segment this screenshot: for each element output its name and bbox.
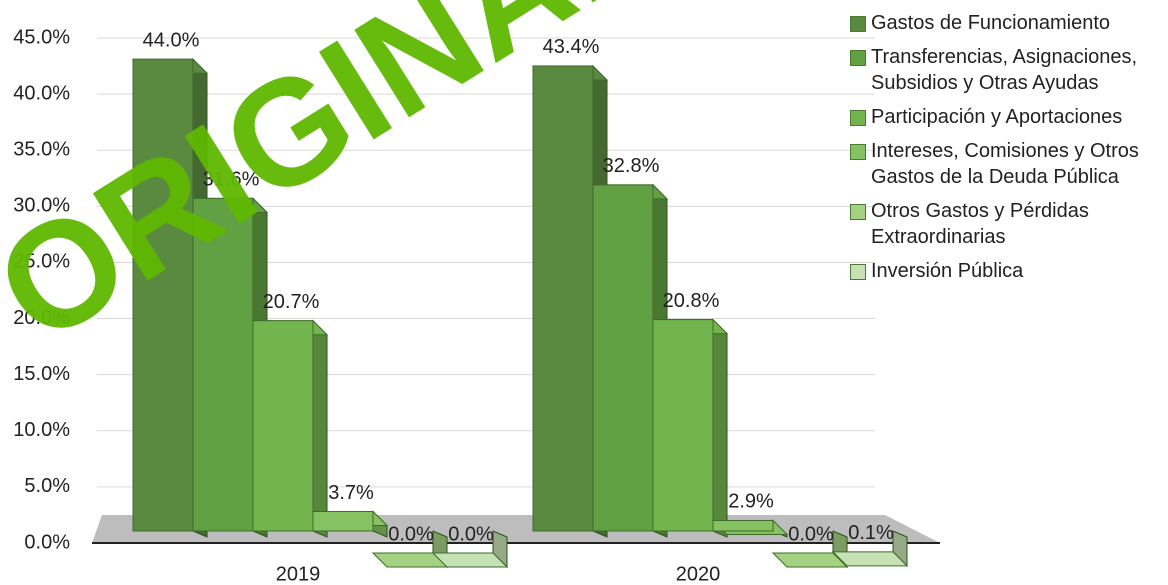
- data-label: 20.8%: [663, 290, 720, 312]
- legend-swatch: [850, 110, 866, 126]
- data-label: 0.0%: [788, 523, 834, 545]
- legend-label: Participación y Aportaciones: [871, 106, 1123, 128]
- data-label: 0.0%: [448, 523, 494, 545]
- y-tick-label: 20.0%: [13, 307, 70, 329]
- bar-side: [312, 319, 328, 538]
- legend-label: Transferencias, Asignaciones, Subsidios …: [871, 46, 1138, 94]
- legend-swatch: [850, 144, 866, 160]
- legend-label: Otros Gastos y Pérdidas Extraordinarias: [871, 200, 1089, 248]
- y-tick-label: 35.0%: [13, 139, 70, 161]
- data-label: 3.7%: [328, 482, 374, 504]
- legend-label: Intereses, Comisiones y Otros Gastos de …: [871, 140, 1139, 188]
- y-tick-label: 25.0%: [13, 251, 70, 273]
- data-label: 0.0%: [388, 523, 434, 545]
- bar: [191, 197, 269, 538]
- legend: Gastos de Funcionamiento Transferencias, …: [850, 10, 1165, 292]
- data-label: 20.7%: [263, 291, 320, 313]
- x-tick-label: 2019: [276, 563, 321, 585]
- bar-front: [592, 184, 654, 532]
- bar: [831, 530, 909, 568]
- bar-front: [252, 320, 314, 532]
- bar: [431, 530, 509, 569]
- y-tick-label: 0.0%: [24, 531, 70, 553]
- bar-top: [831, 551, 909, 567]
- legend-label: Inversión Pública: [871, 260, 1024, 282]
- y-tick-label: 45.0%: [13, 26, 70, 48]
- data-label: 44.0%: [143, 30, 200, 52]
- y-tick-label: 30.0%: [13, 195, 70, 217]
- y-tick-label: 15.0%: [13, 363, 70, 385]
- legend-swatch: [850, 204, 866, 220]
- bar: [311, 510, 389, 538]
- x-tick-label: 2020: [676, 563, 721, 585]
- bar-front: [652, 319, 714, 532]
- data-label: 2.9%: [728, 491, 774, 513]
- legend-item: Otros Gastos y Pérdidas Extraordinarias: [850, 198, 1165, 250]
- legend-item: Participación y Aportaciones: [850, 104, 1165, 130]
- y-tick-label: 5.0%: [24, 475, 70, 497]
- legend-swatch: [850, 50, 866, 66]
- y-tick-label: 10.0%: [13, 419, 70, 441]
- bar-front: [312, 510, 374, 532]
- bar: [711, 519, 789, 538]
- legend-item: Gastos de Funcionamiento: [850, 10, 1165, 36]
- y-tick-label: 40.0%: [13, 82, 70, 104]
- bar-top: [771, 552, 849, 568]
- bar: [651, 318, 729, 538]
- bar-top: [431, 552, 509, 568]
- bar-front: [192, 197, 254, 532]
- bar-front: [712, 519, 774, 532]
- legend-label: Gastos de Funcionamiento: [871, 12, 1111, 34]
- legend-item: Transferencias, Asignaciones, Subsidios …: [850, 44, 1165, 96]
- data-label: 31.6%: [203, 169, 260, 191]
- data-label: 0.1%: [848, 522, 894, 544]
- bar-side: [712, 318, 728, 538]
- legend-swatch: [850, 264, 866, 280]
- legend-item: Intereses, Comisiones y Otros Gastos de …: [850, 138, 1165, 190]
- bar-front: [532, 65, 594, 532]
- legend-swatch: [850, 16, 866, 32]
- data-label: 32.8%: [603, 155, 660, 177]
- data-label: 43.4%: [543, 36, 600, 58]
- legend-item: Inversión Pública: [850, 258, 1165, 284]
- bar: [251, 319, 329, 538]
